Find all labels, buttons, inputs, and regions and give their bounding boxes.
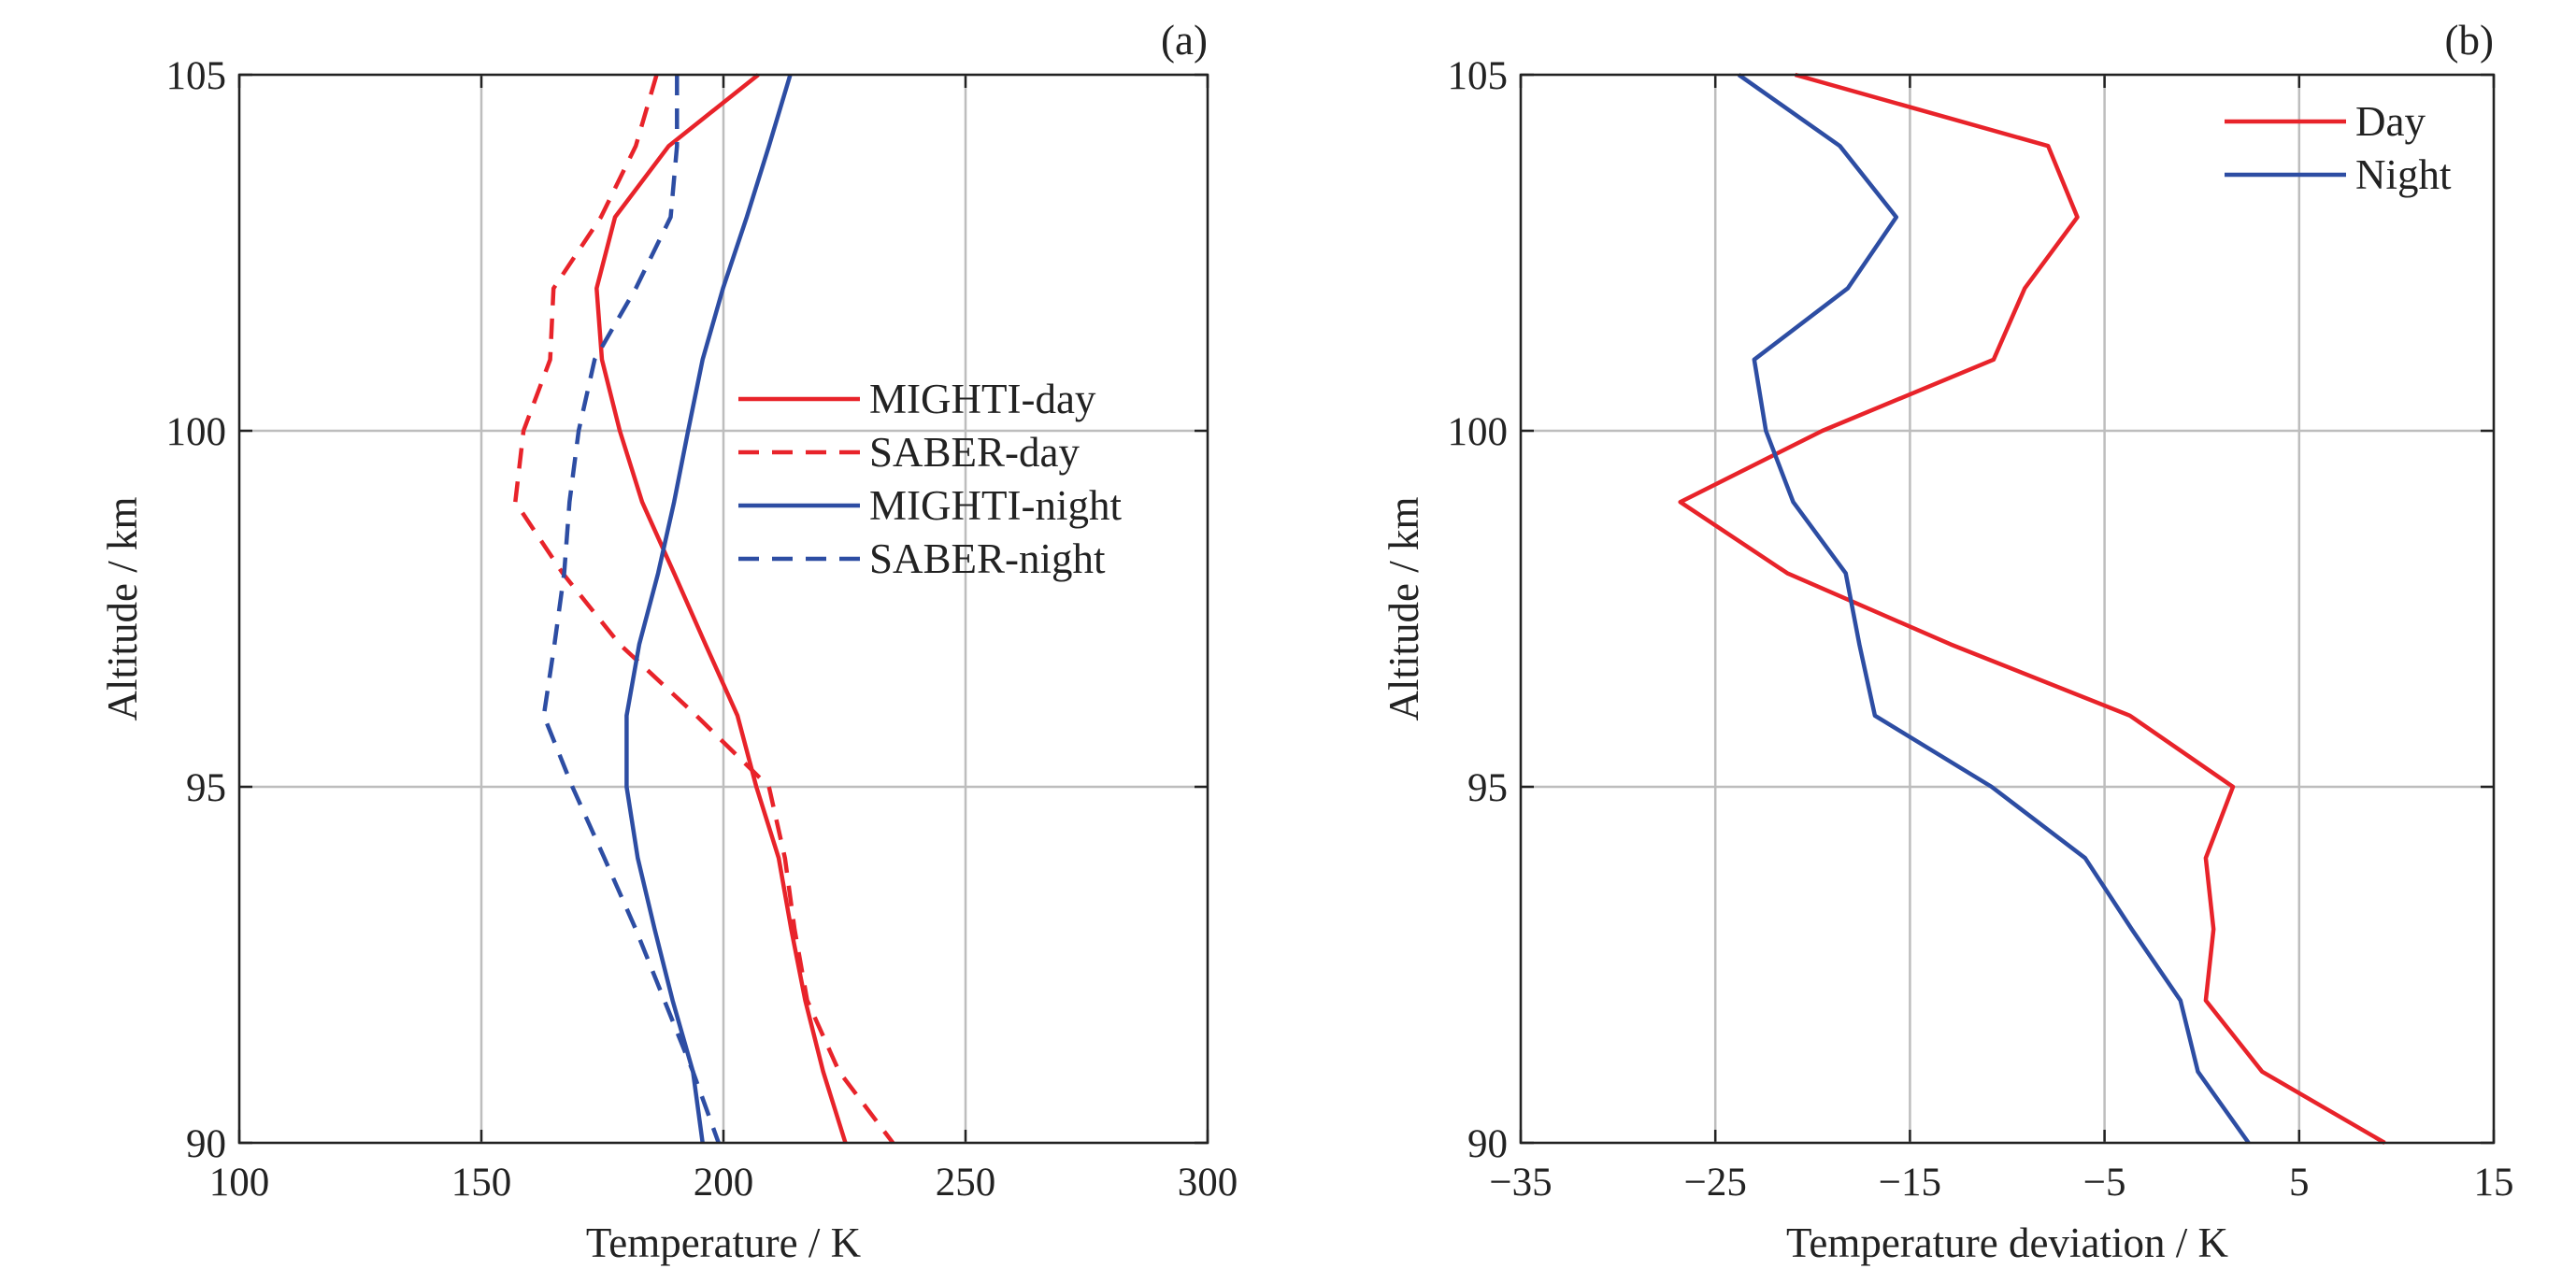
axes-frame <box>237 73 1209 1145</box>
axes-frame <box>1519 73 2496 1145</box>
series-line-day <box>1678 72 2386 1145</box>
panel-b: −35 −25 −15 −5 5 15 90 95 100 105 Temperature devi… <box>1381 17 2514 1266</box>
series-line-mighti-day <box>594 73 848 1144</box>
x-tick-label: 150 <box>451 1161 512 1205</box>
x-tick-label: −25 <box>1684 1161 1747 1205</box>
y-tick-label: 90 <box>186 1122 226 1166</box>
x-tick-label: 250 <box>936 1161 996 1205</box>
y-axis-label: Altitude / km <box>99 497 146 721</box>
series-line-saber-day <box>513 74 895 1145</box>
x-tick-label: 5 <box>2289 1161 2310 1205</box>
x-tick-label: 300 <box>1178 1161 1238 1205</box>
legend: Day Night <box>2225 98 2452 198</box>
legend-label: MIGHTI-day <box>869 376 1096 422</box>
y-tick-label: 105 <box>166 54 227 98</box>
panel-label: (b) <box>2445 17 2494 64</box>
x-tick-label: 200 <box>694 1161 754 1205</box>
legend-label: SABER-night <box>869 535 1106 582</box>
y-tick-label: 100 <box>166 410 227 454</box>
x-tick-label: 15 <box>2474 1161 2514 1205</box>
legend-label: Night <box>2355 151 2452 198</box>
x-tick-label: 100 <box>209 1161 270 1205</box>
y-tick-label: 90 <box>1467 1122 1508 1166</box>
series-line-mighti-night <box>624 74 793 1144</box>
y-tick-label: 100 <box>1448 410 1509 454</box>
series-line-night <box>1737 73 2251 1145</box>
y-tick-label: 95 <box>186 766 226 810</box>
y-tick-label: 95 <box>1467 766 1508 810</box>
legend: MIGHTI-day SABER-day MIGHTI-night SABER-nig… <box>738 376 1122 582</box>
legend-label: MIGHTI-night <box>869 482 1122 529</box>
x-tick-label: −15 <box>1879 1161 1941 1205</box>
x-tick-label: −35 <box>1489 1161 1552 1205</box>
legend-label: SABER-day <box>869 429 1080 476</box>
x-axis-label: Temperature deviation / K <box>1786 1219 2228 1266</box>
x-axis-label: Temperature / K <box>586 1219 862 1266</box>
panel-label: (a) <box>1161 17 1208 64</box>
legend-label: Day <box>2355 98 2426 145</box>
y-tick-label: 105 <box>1448 54 1509 98</box>
series-line-saber-night <box>541 75 721 1144</box>
panel-a: 100 150 200 250 300 90 95 100 105 Temperature / K… <box>99 17 1238 1266</box>
x-tick-label: −5 <box>2083 1161 2126 1205</box>
y-axis-label: Altitude / km <box>1381 497 1427 721</box>
